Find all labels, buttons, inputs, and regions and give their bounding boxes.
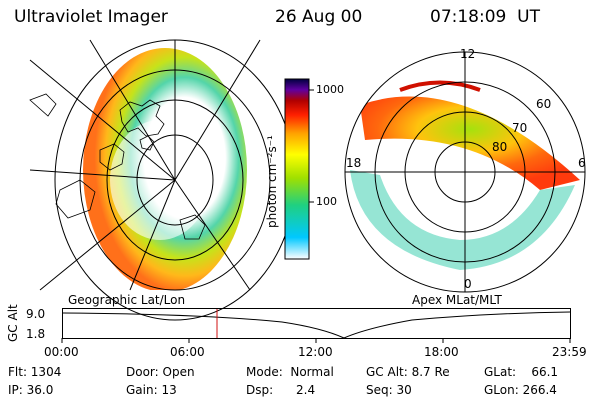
gain-value: Gain: 13 [126, 383, 177, 397]
altitude-tick-1-8: 1.8 [26, 327, 46, 341]
lat-label-60: 60 [536, 97, 552, 111]
colorbar-unit-label: photon cm⁻²s⁻¹ [265, 135, 279, 228]
colorbar-tick-1000: 1000 [316, 83, 344, 96]
time-tick-1800: 18:00 [424, 345, 459, 359]
dsp-value: Dsp: 2.4 [246, 383, 316, 397]
ip-value: IP: 36.0 [8, 383, 54, 397]
lat-label-80: 80 [492, 140, 508, 154]
time-tick-2359: 23:59 [552, 345, 587, 359]
geographic-latitude: GLat: 66.1 [484, 365, 559, 379]
mlt-label-18: 18 [346, 156, 362, 170]
geographic-longitude: GLon: 266.4 [484, 383, 557, 397]
door-status: Door: Open [126, 365, 195, 379]
geographic-image [29, 39, 296, 321]
sequence-value: Seq: 30 [366, 383, 412, 397]
mode-value: Mode: Normal [246, 365, 334, 379]
gc-altitude: GC Alt: 8.7 Re [366, 365, 450, 379]
geographic-label: Geographic Lat/Lon [68, 293, 186, 307]
lat-label-70: 70 [512, 121, 528, 135]
flight-number: Flt: 1304 [8, 365, 62, 379]
colorbar-tick-100: 100 [316, 195, 337, 208]
altitude-plot [61, 308, 571, 343]
mlt-label-6: 6 [578, 156, 586, 170]
instrument-title: Ultraviolet Imager [14, 7, 168, 27]
color-bar [284, 78, 314, 260]
time-tick-1200: 12:00 [298, 345, 333, 359]
altitude-tick-9: 9.0 [26, 307, 46, 321]
apex-label: Apex MLat/MLT [412, 293, 502, 307]
mlt-label-0: 0 [464, 277, 472, 291]
altitude-axis-label: GC Alt [6, 304, 20, 342]
mlt-label-12: 12 [460, 47, 476, 61]
time-tick-0600: 06:00 [170, 345, 205, 359]
time-label: 07:18:09 UT [430, 7, 540, 27]
time-tick-0000: 00:00 [44, 345, 79, 359]
polar-image [344, 51, 586, 293]
date-label: 26 Aug 00 [275, 7, 363, 27]
